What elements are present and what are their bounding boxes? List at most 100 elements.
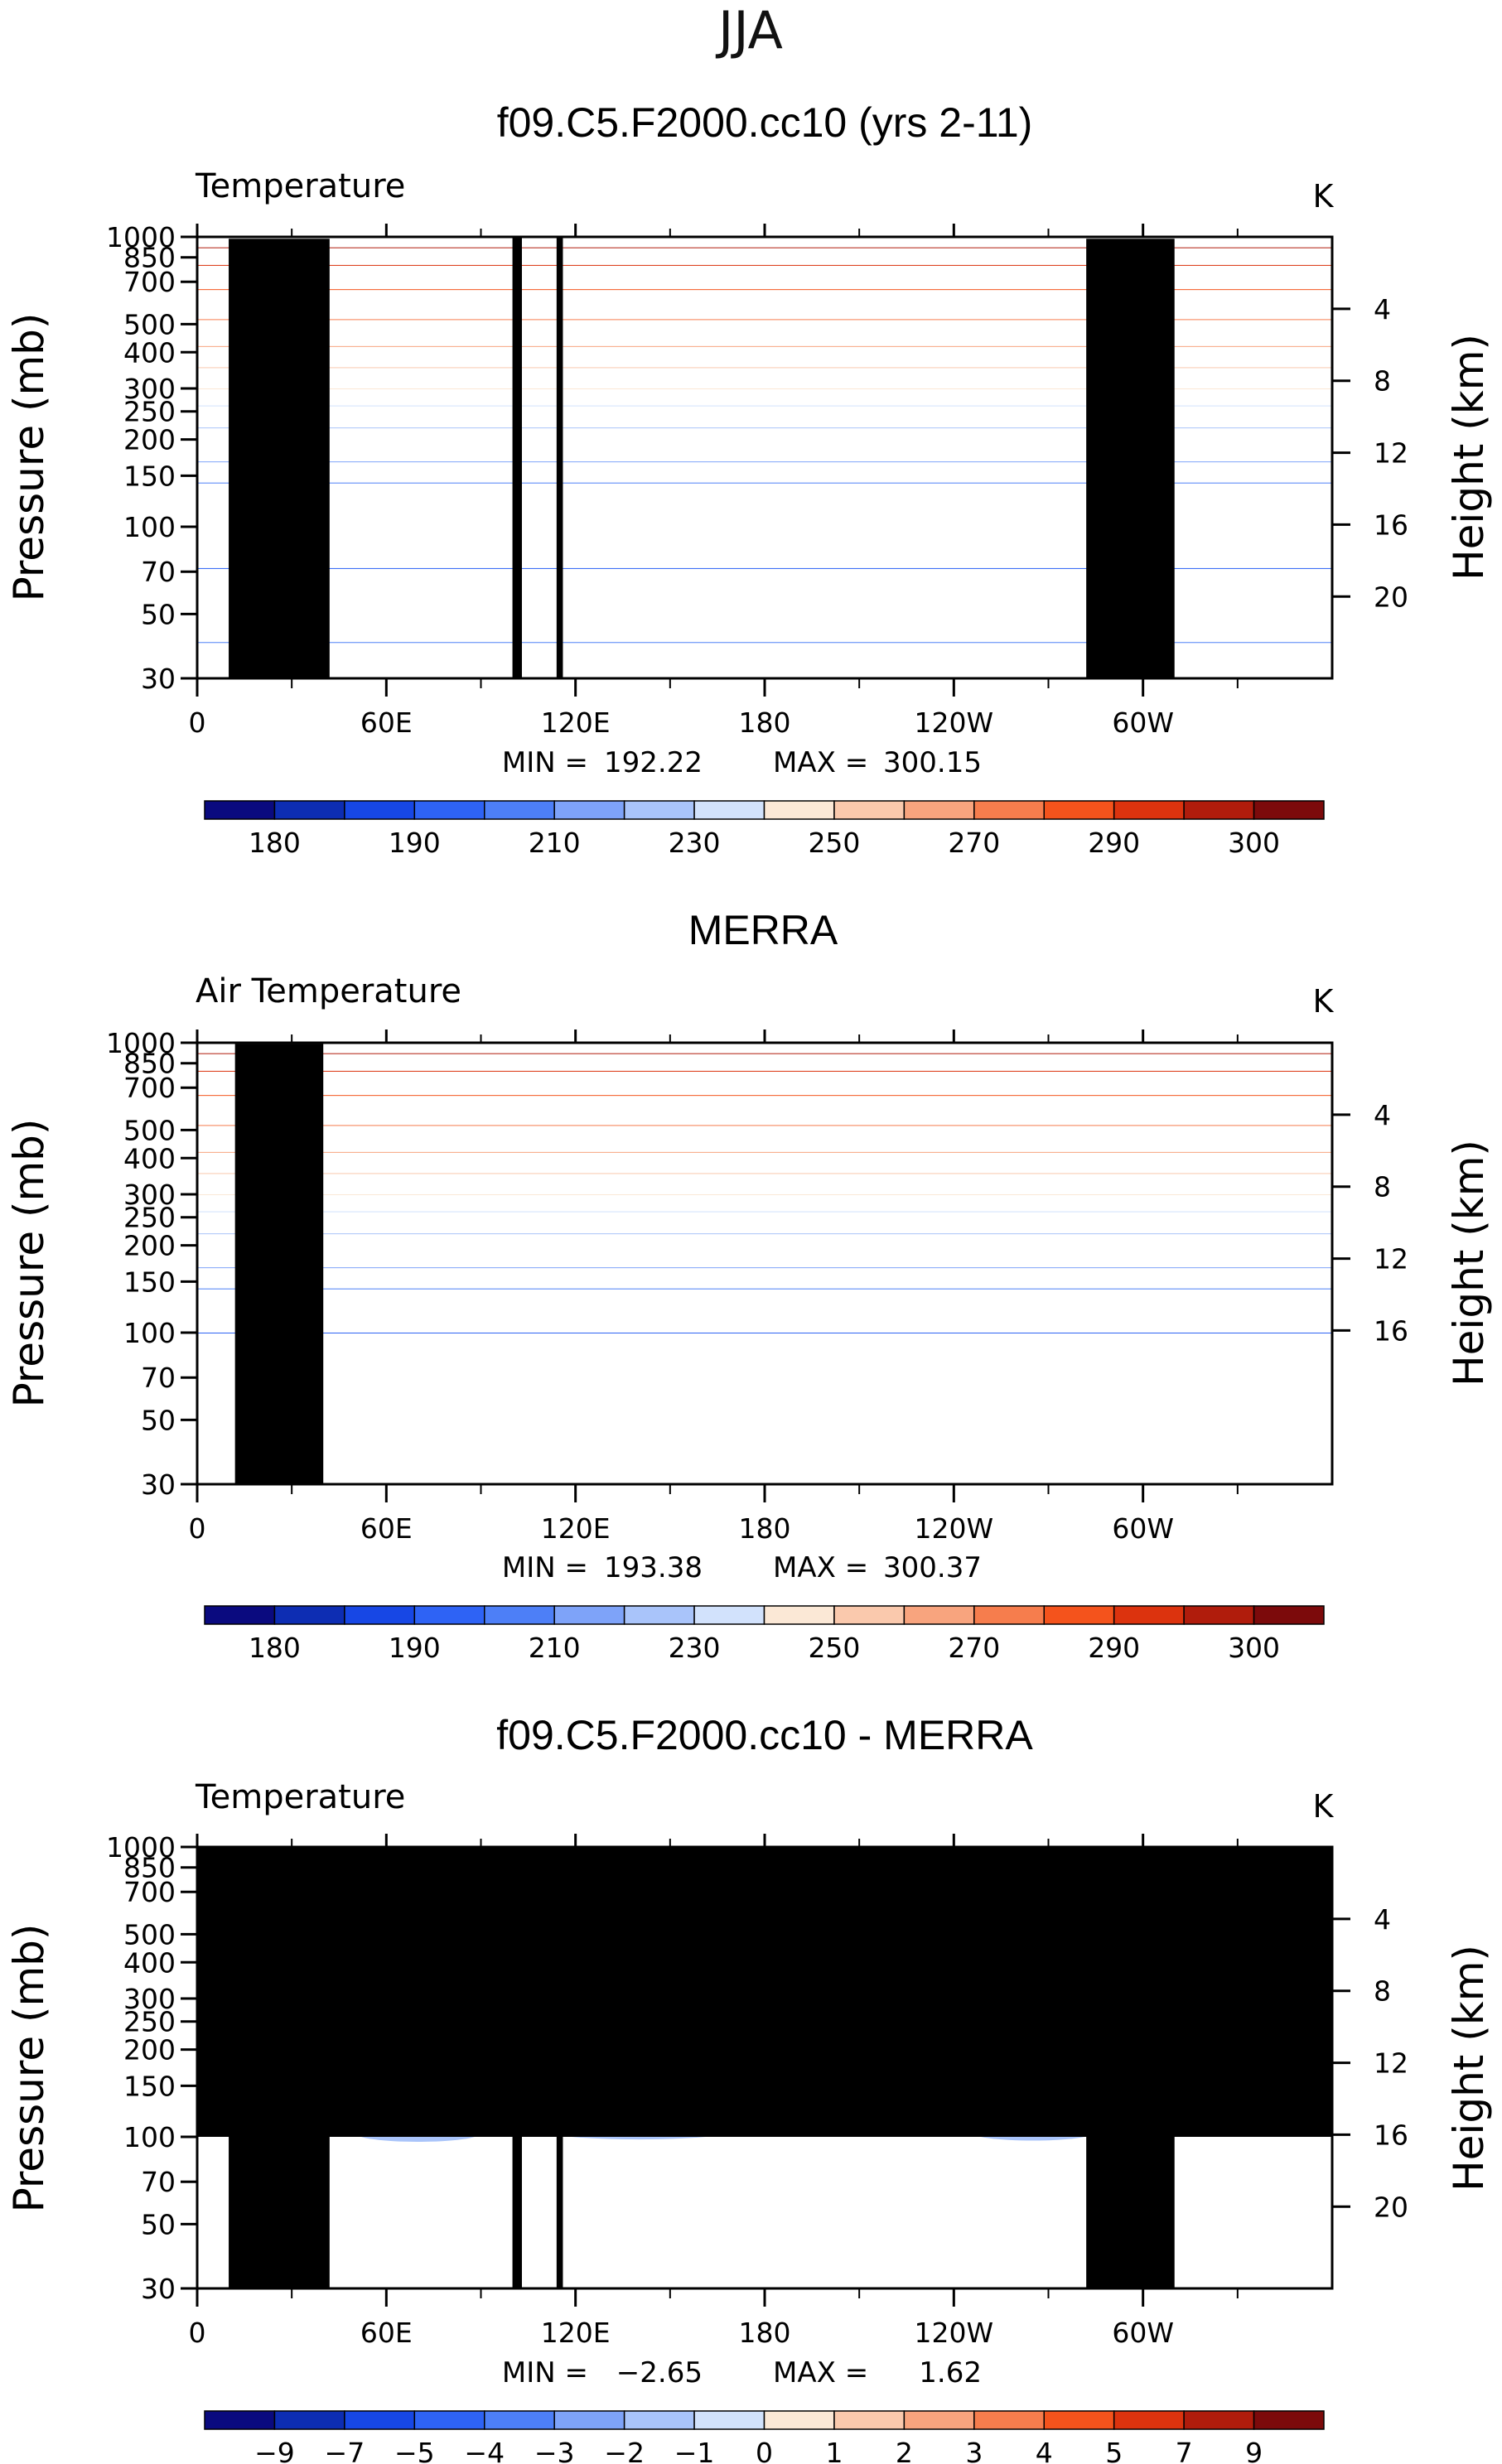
colorbar-swatch <box>623 2410 695 2430</box>
y2-tick-label: 4 <box>1374 293 1391 325</box>
contour-band <box>197 1194 1332 1196</box>
colorbar-label: 190 <box>389 827 441 859</box>
y2-axis-title: Height (km) <box>1445 1945 1493 2192</box>
contour-band <box>197 642 1332 644</box>
y-tick-label: 150 <box>123 2070 176 2102</box>
colorbar: 180 190 210 230 250 270 290 300 <box>204 800 1325 859</box>
colorbar-label: 210 <box>529 827 581 859</box>
colorbar-swatch <box>1183 2410 1255 2430</box>
contour-band <box>197 1151 1332 1153</box>
contour-band <box>197 567 1332 569</box>
x-tick-label: 0 <box>189 2317 206 2349</box>
variable-label: Temperature <box>195 1778 405 1816</box>
topography <box>282 1045 308 1484</box>
panel-title: f09.C5.F2000.cc10 - MERRA <box>496 1712 1033 1758</box>
y2-axis-title: Height (km) <box>1445 334 1493 581</box>
y-tick-label: 700 <box>123 1072 176 1104</box>
x-tick-label: 120W <box>915 2317 994 2349</box>
y-tick-label: 30 <box>141 1468 176 1501</box>
y-tick-label: 70 <box>141 2166 176 2198</box>
colorbar-label: 0 <box>756 2437 773 2464</box>
x-tick-label: 60E <box>360 1512 413 1545</box>
colorbar-swatch <box>763 2410 835 2430</box>
contour-band <box>197 1211 1332 1213</box>
colorbar-label: 4 <box>1036 2437 1053 2464</box>
colorbar-label: 7 <box>1176 2437 1193 2464</box>
y-tick-label: 50 <box>141 1404 176 1436</box>
colorbar-label: −4 <box>464 2437 505 2464</box>
y-tick-label: 100 <box>123 2121 176 2153</box>
colorbar-swatch <box>553 2410 625 2430</box>
max-label: MAX = <box>773 2356 868 2389</box>
y-tick-label: 200 <box>123 2034 176 2066</box>
y2-tick-label: 16 <box>1374 509 1408 541</box>
y-tick-label: 300 <box>123 373 176 405</box>
y2-tick-label: 4 <box>1374 1903 1391 1936</box>
colorbar-label: −9 <box>254 2437 295 2464</box>
plot-area <box>197 1044 1332 1484</box>
contour-band <box>197 427 1332 429</box>
contour-band <box>197 482 1332 484</box>
contour-band <box>197 289 1332 291</box>
y-tick-label: 70 <box>141 1362 176 1394</box>
colorbar-label: 250 <box>808 827 860 859</box>
colorbar-swatch <box>1183 1605 1255 1625</box>
colorbar-swatch <box>1253 2410 1325 2430</box>
colorbar-label: 3 <box>965 2437 983 2464</box>
y-tick-label: 1000 <box>106 1027 176 1059</box>
colorbar-swatch <box>763 800 835 820</box>
colorbar-label: 180 <box>249 1632 301 1664</box>
x-tick-label: 180 <box>739 2317 791 2349</box>
contour-band <box>197 405 1332 407</box>
colorbar-swatch <box>693 1605 765 1625</box>
season-title: JJA <box>715 0 783 60</box>
colorbar-swatch <box>1043 2410 1115 2430</box>
min-label: MIN = <box>502 746 588 779</box>
colorbar-swatch <box>763 1605 835 1625</box>
longitude-axis: 0 60E 120E 180 120W 60W <box>189 224 1239 739</box>
topography <box>229 239 330 678</box>
y-tick-label: 400 <box>123 336 176 369</box>
contour-band <box>197 1070 1332 1072</box>
colorbar-swatch <box>1253 800 1325 820</box>
colorbar-label: 180 <box>249 827 301 859</box>
y-tick-label: 250 <box>123 2006 176 2038</box>
y2-tick-label: 4 <box>1374 1099 1391 1131</box>
x-tick-label: 60W <box>1112 706 1174 739</box>
colorbar-swatch <box>204 2410 276 2430</box>
colorbar-swatch <box>484 1605 555 1625</box>
max-value: 1.62 <box>919 2356 982 2389</box>
colorbar-label: 190 <box>389 1632 441 1664</box>
y2-tick-label: 12 <box>1374 2047 1408 2080</box>
contour-band <box>197 1288 1332 1290</box>
x-tick-label: 180 <box>739 706 791 739</box>
colorbar-swatch <box>623 800 695 820</box>
max-value: 300.37 <box>883 1551 982 1584</box>
max-label: MAX = <box>773 1551 868 1584</box>
topography <box>556 238 563 678</box>
min-value: −2.65 <box>616 2356 703 2389</box>
max-label: MAX = <box>773 746 868 779</box>
y-tick-label: 250 <box>123 396 176 428</box>
contour-band <box>197 345 1332 347</box>
colorbar-swatch <box>273 800 345 820</box>
colorbar-swatch <box>204 1605 276 1625</box>
x-tick-label: 60W <box>1112 2317 1174 2349</box>
y-tick-label: 850 <box>123 242 176 274</box>
topography <box>512 238 522 678</box>
colorbar-swatch <box>204 800 276 820</box>
min-value: 193.38 <box>604 1551 703 1584</box>
colorbar-label: −7 <box>325 2437 365 2464</box>
colorbar-swatch <box>1113 2410 1185 2430</box>
panel-difference: f09.C5.F2000.cc10 - MERRA Temperature K … <box>5 1712 1493 2464</box>
colorbar-swatch <box>413 1605 485 1625</box>
colorbar-swatch <box>973 2410 1045 2430</box>
longitude-axis: 0 60E 120E 180 120W 60W <box>189 1029 1239 1545</box>
colorbar-swatch <box>973 1605 1045 1625</box>
plot-area <box>197 1847 1332 2288</box>
y-tick-label: 500 <box>123 1114 176 1146</box>
colorbar: −9 −7 −5 −4 −3 −2 −1 0 1 2 3 4 5 7 9 <box>204 2410 1325 2464</box>
y-tick-label: 500 <box>123 308 176 340</box>
y-tick-label: 1000 <box>106 1831 176 1864</box>
